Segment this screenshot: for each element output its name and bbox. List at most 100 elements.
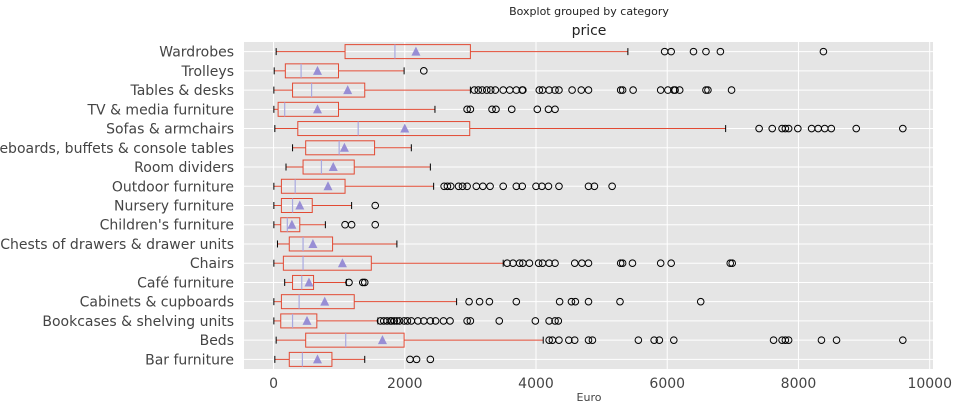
y-tick-label: Tables & desks: [129, 83, 234, 99]
outlier-point: [535, 86, 544, 94]
chart-title: price: [572, 23, 607, 39]
outlier-point: [551, 86, 559, 94]
outlier-point: [387, 317, 396, 325]
outlier-point: [781, 124, 790, 133]
outlier-point: [656, 259, 665, 268]
box-iqr: [280, 294, 355, 310]
outlier-point: [358, 278, 367, 287]
outlier-point: [345, 278, 353, 287]
outlier-point: [465, 297, 473, 306]
outlier-point: [667, 259, 675, 268]
box-iqr: [297, 121, 471, 137]
box-group: [273, 255, 737, 271]
y-tick-label: Sideboards, buffets & console tables: [0, 141, 234, 157]
outlier-point: [478, 86, 486, 94]
outlier-point: [584, 86, 593, 94]
outlier-point: [463, 182, 471, 191]
outlier-point: [584, 336, 593, 344]
box-group: [273, 101, 559, 117]
y-tick-label: TV & media furniture: [86, 102, 234, 118]
outlier-point: [419, 67, 428, 75]
outlier-point: [463, 317, 471, 325]
outlier-point: [702, 86, 710, 94]
mean-marker: [312, 104, 322, 114]
outlier-point: [616, 259, 625, 268]
box-group: [273, 198, 380, 213]
mean-marker: [377, 335, 387, 345]
outlier-point: [584, 297, 593, 306]
outlier-point: [531, 317, 540, 325]
outlier-point: [628, 259, 637, 268]
outlier-point: [466, 105, 475, 114]
mean-marker: [312, 65, 322, 75]
box-group: [275, 332, 907, 348]
y-tick-label: Sofas & armchairs: [106, 122, 234, 138]
box-group: [275, 44, 828, 60]
box-group: [276, 236, 398, 252]
outlier-point: [584, 259, 593, 268]
y-tick-label: Nursery furniture: [114, 199, 234, 215]
outlier-point: [794, 124, 802, 133]
outlier-point: [400, 317, 408, 325]
outlier-point: [728, 259, 737, 268]
y-tick-label: Café furniture: [137, 275, 234, 291]
outlier-point: [702, 47, 710, 56]
outlier-point: [486, 182, 494, 191]
mean-marker: [411, 46, 421, 56]
outlier-point: [475, 297, 484, 306]
outlier-point: [403, 317, 412, 325]
outlier-point: [784, 336, 793, 344]
y-tick-label: Children's furniture: [100, 218, 234, 234]
box-iqr: [280, 217, 301, 233]
box-group: [273, 82, 736, 98]
x-tick-label: 6000: [649, 376, 685, 392]
box-iqr: [302, 159, 355, 175]
outlier-point: [544, 182, 553, 191]
x-tick-label: 2000: [387, 376, 423, 392]
box-group: [274, 121, 907, 137]
outlier-point: [781, 336, 790, 344]
outlier-point: [616, 86, 625, 94]
outlier-point: [616, 297, 624, 306]
mean-marker: [343, 85, 353, 95]
y-tick-label: Outdoor furniture: [112, 179, 234, 195]
box-iqr: [277, 101, 339, 117]
outlier-point: [393, 317, 401, 325]
box-series: [273, 44, 907, 367]
box-iqr: [284, 63, 339, 79]
outlier-point: [533, 105, 542, 114]
outlier-point: [570, 336, 579, 344]
mean-marker: [328, 162, 338, 172]
outlier-point: [555, 182, 563, 191]
outlier-point: [485, 297, 494, 306]
outlier-point: [479, 182, 487, 191]
outlier-point: [618, 86, 627, 94]
outlier-point: [565, 336, 573, 344]
outlier-point: [588, 336, 597, 344]
outlier-point: [755, 124, 763, 133]
mean-marker: [339, 142, 349, 152]
x-axis-label: Euro: [577, 391, 602, 404]
outlier-point: [486, 86, 495, 94]
outlier-point: [768, 124, 777, 133]
y-tick-label: Beds: [200, 333, 234, 349]
box-iqr: [280, 178, 346, 194]
box-group: [273, 63, 428, 79]
outlier-point: [426, 317, 435, 325]
outlier-point: [726, 259, 735, 268]
outlier-point: [656, 86, 665, 94]
box-group: [292, 140, 412, 156]
mean-marker: [320, 296, 330, 306]
outlier-point: [534, 259, 543, 268]
outlier-point: [482, 86, 491, 94]
outlier-point: [532, 182, 540, 191]
outlier-point: [512, 182, 521, 191]
box-group: [274, 351, 435, 367]
outlier-point: [827, 124, 836, 133]
outlier-point: [819, 47, 828, 56]
outlier-point: [525, 259, 534, 268]
box-group: [284, 274, 369, 290]
outlier-point: [899, 124, 907, 133]
mean-marker: [337, 258, 347, 268]
outlier-point: [470, 86, 479, 94]
